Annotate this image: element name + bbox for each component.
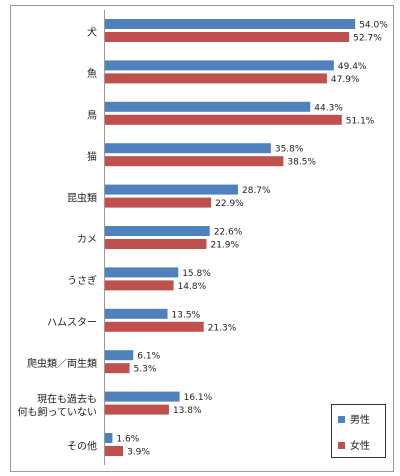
category-labels: 犬魚鳥猫昆虫類カメうさぎハムスター爬虫類／両生類現在も過去も何も飼っていないその…	[18, 26, 98, 453]
data-label: 15.8%	[182, 269, 211, 279]
category-label: 猫	[87, 150, 97, 163]
bar	[105, 19, 356, 29]
bar	[105, 308, 168, 319]
legend-swatch	[338, 416, 345, 423]
data-label: 22.9%	[215, 199, 244, 209]
category-label: 現在も過去も何も飼っていない	[18, 393, 98, 418]
bar	[105, 60, 334, 71]
category-label: カメ	[77, 234, 97, 246]
data-label: 28.7%	[242, 186, 271, 196]
category-label: 昆虫類	[67, 192, 97, 204]
data-label: 22.6%	[214, 228, 243, 238]
data-label: 1.6%	[116, 435, 139, 445]
bar	[105, 280, 174, 291]
bars-group	[105, 19, 356, 456]
data-label: 49.4%	[338, 62, 367, 72]
bar	[105, 391, 180, 402]
data-label: 3.9%	[127, 448, 150, 458]
category-label: 鳥	[87, 109, 97, 122]
data-label: 13.5%	[172, 310, 201, 320]
bar	[105, 239, 207, 249]
category-label: 犬	[87, 26, 97, 39]
bar	[105, 197, 212, 208]
bar	[105, 184, 238, 195]
data-label: 21.9%	[210, 241, 239, 251]
bar	[105, 143, 271, 154]
data-label: 6.1%	[137, 352, 160, 362]
category-label: うさぎ	[67, 274, 97, 287]
category-label-line: 何も飼っていない	[18, 405, 98, 418]
legend-label: 男性	[350, 413, 370, 426]
bar	[105, 114, 342, 125]
category-label: その他	[67, 440, 97, 453]
data-label: 51.1%	[346, 116, 375, 126]
bar	[105, 156, 284, 167]
bar	[105, 267, 179, 278]
data-label: 13.8%	[173, 406, 202, 416]
data-label: 54.0%	[359, 21, 388, 31]
data-label: 44.3%	[314, 103, 343, 113]
legend-label: 女性	[350, 439, 370, 452]
bar	[105, 404, 169, 415]
category-label: 爬虫類／両生類	[27, 357, 97, 370]
category-label-line: 現在も過去も	[37, 393, 97, 405]
data-label: 21.3%	[208, 323, 237, 333]
data-label: 52.7%	[353, 34, 382, 44]
category-label: 魚	[87, 67, 97, 80]
data-label: 47.9%	[331, 75, 360, 85]
data-label: 14.8%	[178, 282, 207, 292]
bar	[105, 73, 327, 84]
bar	[105, 350, 134, 361]
bar	[105, 101, 311, 112]
bar	[105, 433, 113, 443]
bar	[105, 226, 210, 236]
data-label: 38.5%	[287, 158, 316, 168]
category-label: ハムスター	[47, 317, 97, 329]
bar	[105, 446, 124, 456]
data-label: 5.3%	[134, 365, 157, 375]
bar	[105, 32, 350, 42]
data-label: 16.1%	[184, 393, 213, 403]
data-label: 35.8%	[275, 145, 304, 155]
value-labels: 54.0% 52.7% 49.4% 47.9% 44.3%51.1% 35.8% 38.5%…	[116, 21, 388, 458]
bar	[105, 321, 204, 332]
legend-swatch	[338, 442, 345, 449]
bar	[105, 363, 130, 374]
